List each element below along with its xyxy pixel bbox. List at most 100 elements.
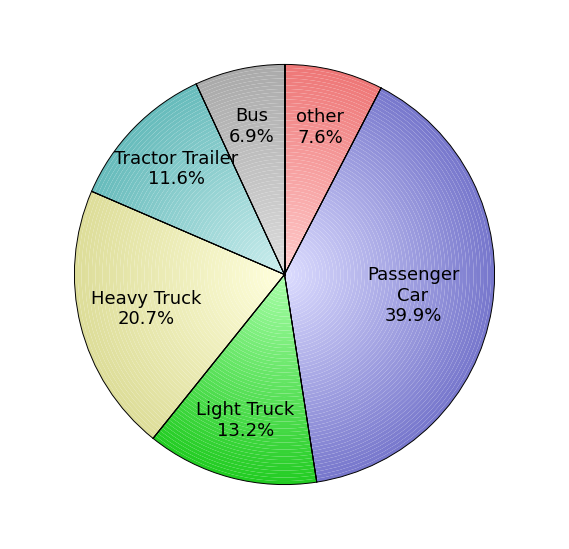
Wedge shape: [242, 173, 284, 186]
Wedge shape: [232, 254, 254, 316]
Wedge shape: [302, 172, 400, 389]
Wedge shape: [222, 127, 284, 144]
Wedge shape: [292, 225, 340, 330]
Wedge shape: [307, 144, 431, 420]
Wedge shape: [258, 211, 284, 221]
Wedge shape: [217, 114, 284, 132]
Wedge shape: [284, 89, 370, 113]
Wedge shape: [160, 428, 315, 474]
Wedge shape: [171, 414, 312, 457]
Wedge shape: [284, 159, 337, 175]
Wedge shape: [229, 253, 251, 318]
Wedge shape: [284, 183, 327, 197]
Wedge shape: [182, 400, 310, 439]
Wedge shape: [117, 109, 209, 204]
Wedge shape: [259, 249, 274, 265]
Wedge shape: [241, 327, 295, 345]
Wedge shape: [227, 138, 284, 154]
Wedge shape: [253, 262, 267, 299]
Wedge shape: [249, 239, 270, 261]
Wedge shape: [316, 88, 494, 482]
Wedge shape: [249, 316, 293, 330]
Wedge shape: [284, 166, 335, 181]
Text: other
7.6%: other 7.6%: [296, 108, 344, 147]
Wedge shape: [212, 103, 284, 122]
Wedge shape: [274, 285, 287, 292]
Wedge shape: [290, 240, 323, 312]
Wedge shape: [284, 120, 356, 141]
Wedge shape: [208, 92, 284, 113]
Wedge shape: [208, 244, 238, 334]
Wedge shape: [243, 233, 267, 258]
Wedge shape: [75, 191, 155, 438]
Wedge shape: [264, 226, 284, 233]
Wedge shape: [312, 110, 470, 458]
Wedge shape: [293, 222, 344, 333]
Wedge shape: [234, 155, 284, 170]
Wedge shape: [113, 206, 179, 408]
Wedge shape: [204, 82, 284, 103]
Wedge shape: [267, 267, 276, 288]
Wedge shape: [315, 94, 488, 475]
Wedge shape: [275, 265, 282, 272]
Wedge shape: [166, 419, 314, 463]
Wedge shape: [313, 107, 473, 461]
Wedge shape: [217, 356, 301, 383]
Wedge shape: [290, 243, 320, 309]
Wedge shape: [96, 200, 168, 422]
Wedge shape: [284, 64, 381, 91]
Wedge shape: [250, 194, 284, 205]
Wedge shape: [179, 170, 237, 230]
Wedge shape: [314, 100, 481, 468]
Wedge shape: [246, 259, 262, 305]
Wedge shape: [284, 71, 378, 97]
Wedge shape: [168, 417, 313, 460]
Wedge shape: [166, 157, 232, 225]
Wedge shape: [221, 250, 248, 324]
Wedge shape: [246, 237, 269, 259]
Wedge shape: [218, 117, 284, 135]
Wedge shape: [284, 82, 373, 107]
Wedge shape: [284, 127, 352, 147]
Wedge shape: [237, 163, 284, 176]
Wedge shape: [179, 403, 310, 442]
Wedge shape: [284, 264, 289, 268]
Wedge shape: [187, 236, 225, 351]
Wedge shape: [284, 250, 296, 256]
Wedge shape: [140, 132, 220, 214]
Wedge shape: [284, 180, 328, 194]
Wedge shape: [281, 271, 284, 274]
Wedge shape: [199, 71, 284, 93]
Wedge shape: [287, 259, 302, 292]
Wedge shape: [297, 200, 369, 357]
Wedge shape: [284, 260, 291, 265]
Wedge shape: [280, 264, 284, 268]
Wedge shape: [204, 373, 304, 404]
Wedge shape: [283, 271, 284, 274]
Wedge shape: [294, 215, 351, 340]
Wedge shape: [199, 378, 306, 411]
Wedge shape: [234, 334, 297, 355]
Wedge shape: [224, 214, 258, 250]
Wedge shape: [308, 135, 442, 430]
Wedge shape: [284, 219, 310, 228]
Wedge shape: [299, 187, 382, 371]
Wedge shape: [267, 232, 284, 239]
Wedge shape: [257, 264, 269, 296]
Wedge shape: [316, 91, 491, 479]
Wedge shape: [289, 247, 316, 306]
Wedge shape: [295, 209, 358, 347]
Wedge shape: [271, 288, 288, 295]
Wedge shape: [232, 337, 298, 358]
Wedge shape: [282, 267, 284, 271]
Wedge shape: [271, 243, 284, 249]
Wedge shape: [284, 155, 339, 172]
Wedge shape: [284, 138, 347, 156]
Wedge shape: [251, 313, 292, 327]
Wedge shape: [284, 110, 360, 132]
Wedge shape: [233, 223, 262, 254]
Wedge shape: [284, 148, 343, 166]
Text: Passenger
Car
39.9%: Passenger Car 39.9%: [367, 266, 459, 326]
Wedge shape: [284, 243, 299, 250]
Wedge shape: [88, 197, 164, 428]
